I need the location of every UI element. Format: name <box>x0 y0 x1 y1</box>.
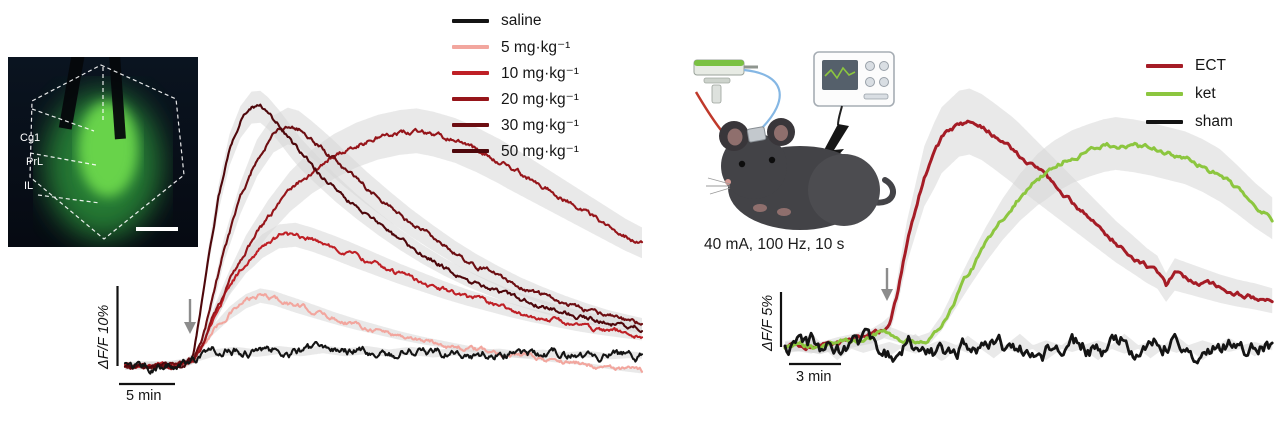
legend-swatch <box>1146 64 1183 68</box>
right-y-scale-label: ΔF/F 5% <box>760 294 776 351</box>
stimulator-device-icon <box>813 51 895 107</box>
legend-swatch <box>452 45 489 49</box>
legend-label: 30 mg·kg⁻¹ <box>501 116 579 134</box>
stim-cable <box>837 105 843 126</box>
legend-item-50-mg-kg-: 50 mg·kg⁻¹ <box>452 138 579 164</box>
gfp-fluorescence-core <box>78 101 138 197</box>
band-10 mg·kg⁻¹ <box>125 222 642 369</box>
band-ECT <box>785 88 1273 355</box>
legend-label: 10 mg·kg⁻¹ <box>501 64 579 82</box>
band-50 mg·kg⁻¹ <box>125 90 642 369</box>
trace-50 mg·kg⁻¹ <box>123 103 644 370</box>
left-panel-lines <box>123 103 644 375</box>
region-label-prl: PrL <box>26 156 43 168</box>
region-label-il: IL <box>24 180 33 192</box>
legend-label: 5 mg·kg⁻¹ <box>501 38 571 56</box>
legend-right: ECT ket sham <box>1146 52 1233 136</box>
injection-arrow <box>184 299 196 334</box>
probe-track-left <box>58 57 86 130</box>
trace-ECT <box>783 119 1274 352</box>
legend-label: 50 mg·kg⁻¹ <box>501 142 579 160</box>
legend-item-20-mg-kg-: 20 mg·kg⁻¹ <box>452 86 579 112</box>
mouse-illustration <box>706 118 896 230</box>
optical-fiber <box>743 68 781 131</box>
legend-label: saline <box>501 12 542 29</box>
legend-swatch <box>1146 92 1183 96</box>
region-outlines <box>29 64 185 240</box>
legend-swatch <box>452 97 489 101</box>
band-30 mg·kg⁻¹ <box>125 107 642 370</box>
legend-swatch <box>452 149 489 153</box>
legend-item-10-mg-kg-: 10 mg·kg⁻¹ <box>452 60 579 86</box>
trace-sham <box>783 327 1274 365</box>
legend-item-ket: ket <box>1146 80 1233 108</box>
trace-10 mg·kg⁻¹ <box>123 231 644 370</box>
probe-track-right <box>108 57 126 140</box>
trace-ket <box>783 141 1274 351</box>
right-x-scale-label: 3 min <box>796 369 832 385</box>
head-implant <box>746 126 767 143</box>
left-x-scale-label: 5 min <box>126 388 162 404</box>
legend-label: ket <box>1195 85 1216 102</box>
trace-30 mg·kg⁻¹ <box>123 125 644 370</box>
legend-item-sham: sham <box>1146 108 1233 136</box>
legend-swatch <box>452 71 489 75</box>
brain-slice-inset: Cg1 PrL IL <box>8 57 198 247</box>
legend-left: saline 5 mg·kg⁻¹ 10 mg·kg⁻¹ 20 mg·kg⁻¹ 30 mg… <box>452 8 579 164</box>
stim-arrow <box>881 268 893 301</box>
legend-item-saline: saline <box>452 8 579 34</box>
right-panel-lines <box>783 119 1274 365</box>
trace-20 mg·kg⁻¹ <box>123 127 644 371</box>
region-label-cg1: Cg1 <box>20 132 40 144</box>
legend-label: 20 mg·kg⁻¹ <box>501 90 579 108</box>
trace-5 mg·kg⁻¹ <box>123 292 644 373</box>
trace-saline <box>123 341 644 375</box>
left-y-scale-label: ΔF/F 10% <box>96 304 112 369</box>
band-20 mg·kg⁻¹ <box>125 108 642 371</box>
legend-swatch <box>1146 120 1183 124</box>
infusion-pump-icon <box>693 59 758 104</box>
legend-item-5-mg-kg-: 5 mg·kg⁻¹ <box>452 34 579 60</box>
legend-label: ECT <box>1195 57 1226 74</box>
legend-swatch <box>452 19 489 23</box>
ect-setup-illustration <box>693 51 896 230</box>
legend-swatch <box>452 123 489 127</box>
legend-item-ect: ECT <box>1146 52 1233 80</box>
legend-label: sham <box>1195 113 1233 130</box>
legend-item-30-mg-kg-: 30 mg·kg⁻¹ <box>452 112 579 138</box>
stim-parameters: 40 mA, 100 Hz, 10 s <box>704 236 845 253</box>
